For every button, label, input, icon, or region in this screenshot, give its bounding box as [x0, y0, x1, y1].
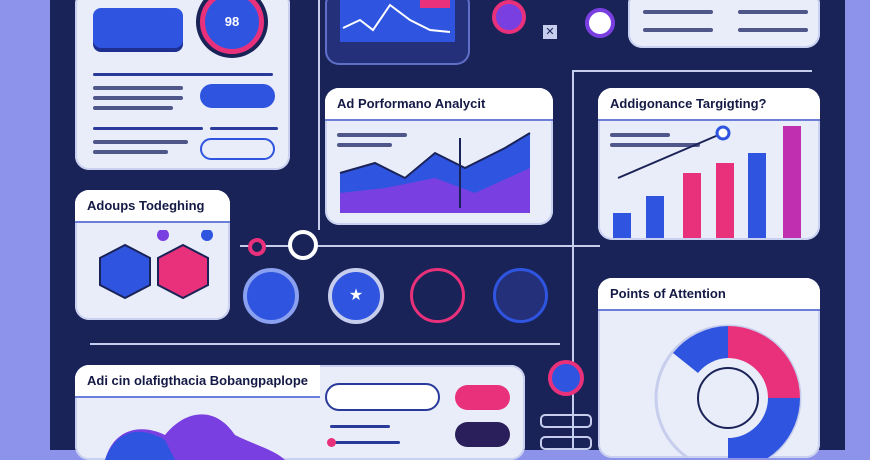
card-title: Adi cin olafigthacia Bobangpaplope: [75, 365, 320, 398]
donut-segment: [728, 398, 800, 458]
trend-chart: [340, 0, 455, 42]
divider: [210, 127, 278, 130]
gauge-icon: 98: [200, 0, 264, 54]
target-icon: [585, 8, 615, 38]
area-chart: [105, 414, 285, 460]
bar: [646, 196, 664, 238]
checklist-card: [628, 0, 820, 48]
adoups-card: Adoups Todeghing: [75, 190, 230, 320]
text-placeholder: [93, 96, 183, 100]
targeting-card: Addigonance Targigting?: [598, 88, 820, 240]
lock-icon: [410, 268, 465, 323]
connector: [572, 70, 574, 450]
donut-segment: [673, 326, 728, 373]
close-icon[interactable]: ✕: [543, 25, 557, 39]
text-placeholder: [93, 106, 173, 110]
bar: [783, 126, 801, 238]
bar: [716, 163, 734, 238]
connector: [572, 70, 812, 72]
node-icon: [288, 230, 318, 260]
connector: [240, 245, 600, 247]
trend-card: [325, 0, 470, 65]
text-placeholder: [93, 140, 188, 144]
rocket-icon: [493, 268, 548, 323]
hexagon-icon: [157, 243, 209, 300]
bar: [613, 213, 631, 238]
action-button[interactable]: [455, 385, 510, 410]
hexagon-icon: [99, 243, 151, 300]
card-title: Points of Attention: [598, 278, 820, 311]
search-input[interactable]: [325, 383, 440, 411]
secondary-button[interactable]: [200, 138, 275, 160]
text-placeholder: [738, 28, 808, 32]
action-button[interactable]: [455, 422, 510, 447]
summary-card: 98: [75, 0, 290, 170]
small-button[interactable]: [540, 436, 592, 450]
bar-chart: [613, 125, 801, 238]
card-title: Ad Porformano Analycit: [325, 88, 553, 121]
connector: [318, 0, 320, 230]
message-bubble: [93, 8, 183, 48]
text-placeholder: [738, 10, 808, 14]
text-placeholder: [93, 86, 183, 90]
text-placeholder: [610, 133, 670, 137]
text-placeholder: [93, 150, 168, 154]
search-icon[interactable]: [548, 360, 584, 396]
divider: [330, 441, 400, 444]
divider: [330, 425, 390, 428]
ad-performance-card: Ad Porformano Analycit: [325, 88, 553, 225]
bottom-card: Adi cin olafigthacia Bobangpaplope: [75, 365, 525, 460]
bar: [683, 173, 701, 238]
donut-chart: [654, 324, 802, 458]
hexagon-icons: [99, 230, 213, 300]
divider: [93, 73, 273, 76]
text-placeholder: [337, 143, 392, 147]
donut-segment: [728, 326, 800, 398]
area-chart: [339, 132, 531, 213]
text-placeholder: [337, 133, 407, 137]
text-placeholder: [610, 143, 700, 147]
node-icon: [248, 238, 266, 256]
primary-button[interactable]: [200, 84, 275, 108]
card-title: Addigonance Targigting?: [598, 88, 820, 121]
gauge-value: 98: [224, 14, 240, 29]
progress-circle: [243, 268, 299, 324]
text-placeholder: [643, 10, 713, 14]
star-icon[interactable]: ★: [328, 268, 384, 324]
connector: [90, 343, 560, 345]
bar: [748, 153, 766, 238]
divider: [93, 127, 203, 130]
text-placeholder: [643, 28, 713, 32]
card-title: Adoups Todeghing: [75, 190, 230, 223]
attention-card: Points of Attention: [598, 278, 820, 458]
map-pin-icon: [492, 0, 526, 34]
small-button[interactable]: [540, 414, 592, 428]
